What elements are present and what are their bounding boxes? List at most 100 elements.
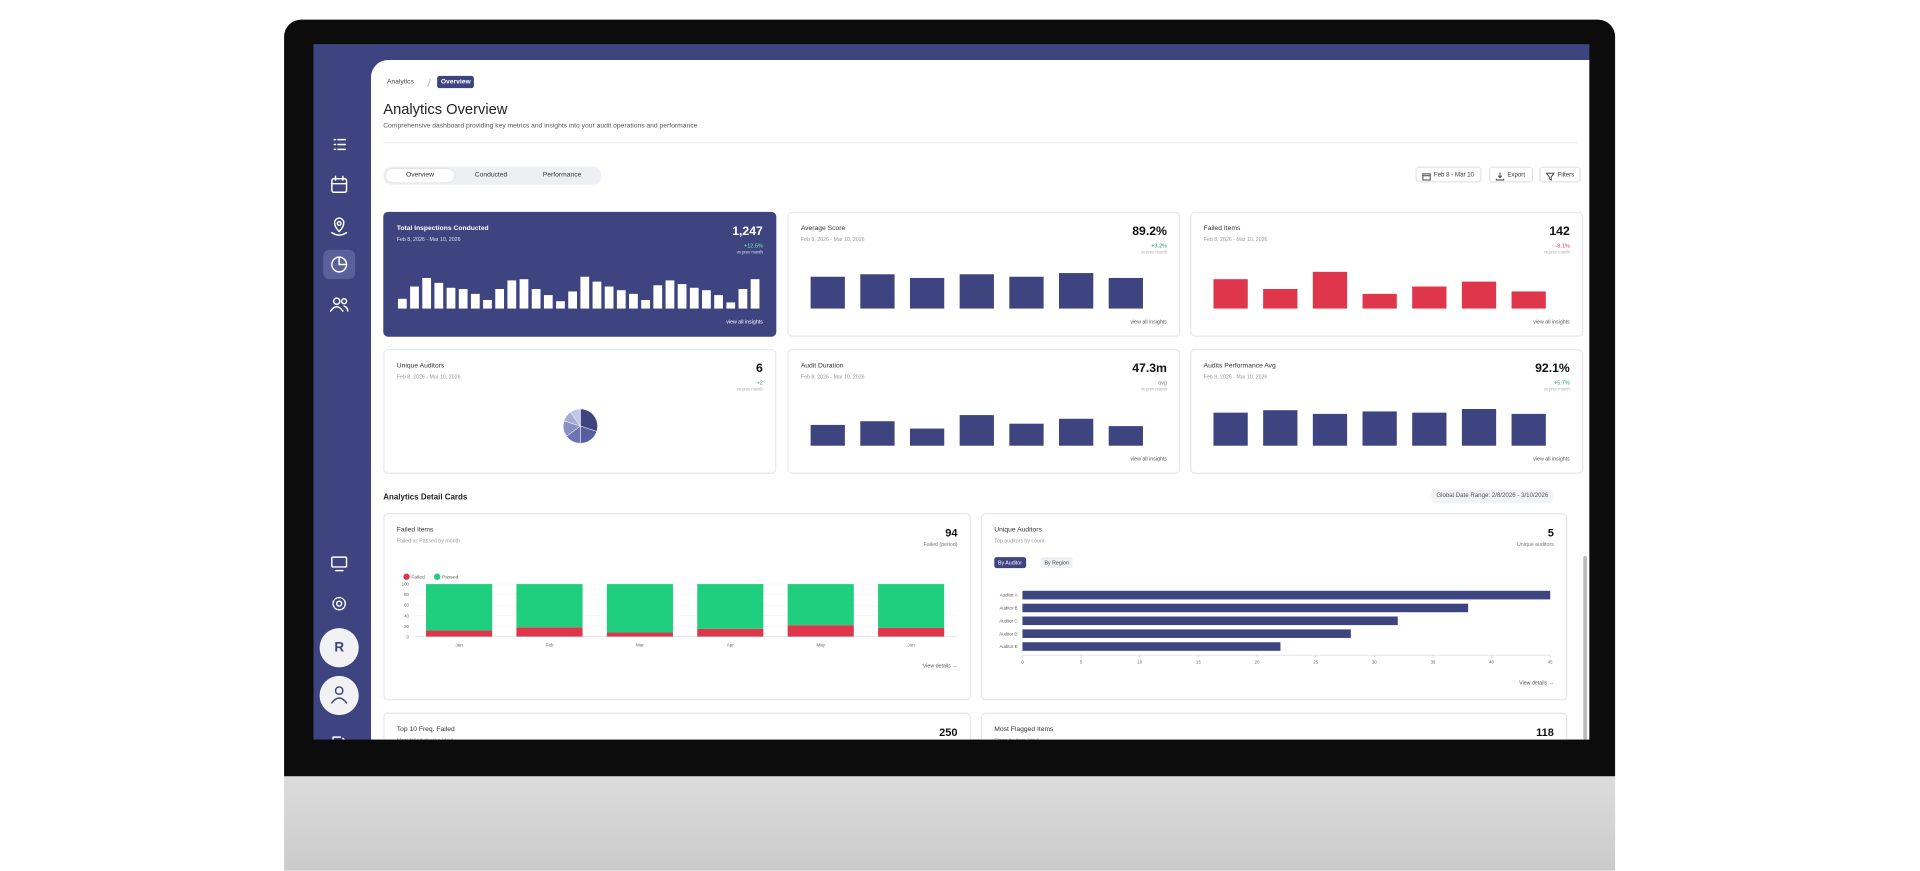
mini-bar [702, 290, 711, 309]
tab[interactable]: Overview [385, 168, 455, 183]
sidebar-icons: R [319, 138, 359, 740]
mini-bar [446, 287, 456, 309]
card-link[interactable]: view all insights [1130, 455, 1167, 462]
section-title: Analytics Detail Cards [383, 493, 468, 503]
mini-chart [563, 408, 598, 444]
chart-icon[interactable] [331, 256, 348, 273]
action-button[interactable]: Feb 8 - Mar 10 [1415, 166, 1482, 183]
mini-bar [397, 298, 407, 309]
mini-bar [909, 428, 945, 446]
card-value: 5 [1547, 526, 1554, 539]
legend-swatch [433, 573, 441, 580]
profile-button[interactable] [319, 675, 359, 716]
card-value: 92.1% [1535, 362, 1570, 376]
card-title: Audits Performance Avg [1203, 362, 1276, 370]
breadcrumb-item[interactable]: Analytics [386, 78, 414, 86]
card-note: vs prev month [736, 386, 763, 392]
x-tick-label: Mar [636, 643, 644, 648]
users-icon[interactable] [329, 297, 349, 312]
bar-segment [516, 627, 583, 637]
mini-chart [397, 276, 760, 309]
toggle[interactable]: By Auditor [994, 557, 1026, 569]
logout-icon[interactable] [332, 736, 346, 740]
kpi-card: Audits Performance Avg Feb 8, 2026 - Mar … [1190, 348, 1584, 474]
mini-bar [1108, 426, 1143, 446]
action-button[interactable]: Filters [1539, 166, 1581, 183]
mini-bar [604, 286, 614, 309]
pie-slice [569, 408, 581, 427]
bar-segment [426, 584, 493, 631]
card-value-label: Failed (period) [923, 541, 958, 548]
mini-bar [422, 277, 432, 309]
bar-segment [787, 625, 854, 637]
tab[interactable]: Performance [542, 171, 582, 179]
card-link[interactable]: view all insights [1533, 455, 1570, 462]
mini-chart [810, 273, 1143, 309]
card-title: Failed Items [396, 526, 434, 534]
card-value: 94 [945, 526, 958, 539]
button-icon [1545, 172, 1555, 181]
tab[interactable]: Conducted [474, 171, 508, 179]
mini-bar [629, 293, 638, 309]
list-icon[interactable] [333, 138, 347, 151]
y-tick-label: 100 [402, 582, 410, 587]
mini-bar [1362, 411, 1397, 446]
mini-bar [458, 288, 468, 309]
avatar[interactable] [319, 628, 359, 668]
monitor-icon[interactable] [331, 556, 348, 572]
mini-bar [714, 295, 723, 309]
x-tick-label: Apr [727, 643, 735, 648]
kpi-card: Average Score Feb 8, 2026 - Mar 10, 2026 8… [787, 211, 1181, 337]
mini-bar [860, 421, 895, 446]
avatar-letter: R [334, 639, 344, 654]
mini-chart [1213, 408, 1546, 446]
mini-bar [568, 291, 578, 309]
x-tick-label: Feb [545, 643, 553, 648]
mini-bar [1108, 277, 1143, 309]
bar-segment [697, 584, 764, 629]
legend-label: Passed [442, 575, 459, 581]
mini-bar [556, 301, 565, 309]
mini-bar [1009, 276, 1044, 309]
bar [1022, 616, 1398, 626]
view-details-link[interactable]: View details → [1519, 679, 1554, 686]
mini-bar [959, 274, 994, 309]
mini-bar [616, 290, 626, 309]
button-label: Export [1507, 171, 1526, 179]
mini-bar [507, 280, 517, 309]
card-link[interactable]: view all insights [726, 318, 763, 325]
mini-bar [689, 287, 699, 309]
toggle[interactable]: By Region [1040, 557, 1073, 569]
settings-icon[interactable] [332, 596, 347, 611]
card-title: Failed Items [1203, 225, 1241, 233]
card-link[interactable]: view all insights [1130, 318, 1167, 325]
calendar-icon[interactable] [331, 175, 348, 193]
mini-bar [543, 295, 553, 309]
card-title: Total Inspections Conducted [396, 225, 489, 233]
card-date: Feb 8, 2026 - Mar 10, 2026 [800, 236, 865, 243]
mini-bar [726, 302, 736, 309]
card-date: Feb 8, 2026 - Mar 10, 2026 [396, 236, 461, 243]
action-button[interactable]: Export [1488, 166, 1534, 183]
card-value-label: Unique auditors [1517, 541, 1554, 548]
mini-bar [1461, 408, 1497, 446]
location-icon[interactable] [331, 217, 348, 236]
detail-card: Top 10 Freq. Failed Most failed checks (d… [383, 712, 972, 740]
legend-swatch [403, 573, 410, 580]
page-title: Analytics Overview [383, 100, 508, 118]
bar-segment [787, 584, 854, 626]
card-value: 1,247 [732, 225, 763, 239]
mini-bar [434, 282, 444, 309]
chart: 0 5 10 15 20 25 30 35 40 45 Auditor A Auditor B Audi… [999, 590, 1553, 665]
mini-bar [1213, 279, 1248, 309]
card-date: Feb 8, 2026 - Mar 10, 2026 [1203, 373, 1268, 380]
mini-bar [580, 276, 590, 309]
pie-slice [580, 408, 598, 432]
mini-bar [1511, 291, 1546, 309]
bar-segment [878, 584, 945, 628]
card-date: Feb 8, 2026 - Mar 10, 2026 [800, 373, 865, 380]
card-title: Top 10 Freq. Failed [396, 726, 455, 734]
view-details-link[interactable]: View details → [922, 662, 958, 669]
card-link[interactable]: view all insights [1533, 318, 1570, 325]
